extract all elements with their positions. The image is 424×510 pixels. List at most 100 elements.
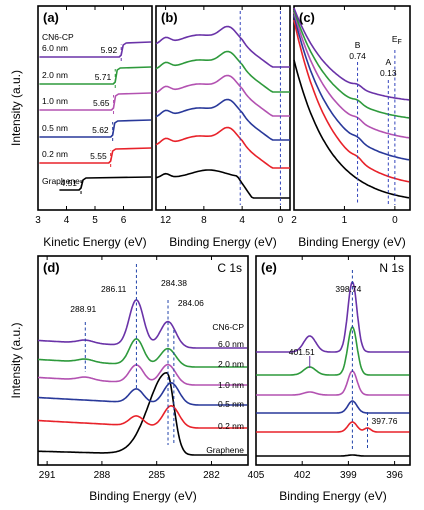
panel-e-tick-label: 399	[340, 470, 357, 481]
panel-e-xlabel: Binding Energy (eV)	[279, 489, 386, 503]
panel-c-series-3	[293, 11, 410, 139]
panel-a-tick-label: 6	[121, 215, 127, 226]
panel-d-tick-label: 288	[94, 470, 111, 481]
panel-e-peak-label: 398.74	[335, 284, 361, 294]
panel-a-tick-label: 5	[92, 215, 98, 226]
panel-d-series-3	[38, 363, 248, 386]
panel-b-letter: (b)	[161, 10, 178, 25]
panel-d-series-5	[38, 299, 248, 349]
panel-a-series-2.0-nm	[39, 66, 152, 85]
panel-c-marker-value: 0.74	[349, 51, 366, 61]
panel-d-peak-label: 284.38	[161, 278, 187, 288]
panel-a-cutoff-label: 5.92	[101, 45, 118, 55]
panel-c-series-1	[293, 19, 410, 183]
panel-a-cutoff-label: 5.62	[92, 125, 109, 135]
panel-frames	[37, 5, 411, 466]
panel-a-series-label: 2.0 nm	[42, 70, 68, 80]
panel-d-xlabel: Binding Energy (eV)	[89, 489, 196, 503]
panel-d-tick-label: 282	[203, 470, 220, 481]
panel-e-series-3	[255, 370, 410, 396]
panel-b-series-1	[155, 126, 290, 169]
panel-d-tick-label: 291	[39, 470, 56, 481]
panel-a-series-label: Graphene	[42, 176, 80, 186]
panel-b-series-5	[155, 25, 290, 68]
panel-a-tick-label: 3	[35, 215, 41, 226]
panel-c-series-4	[293, 9, 410, 119]
panel-b-tick-label: 4	[239, 215, 245, 226]
panel-a-series-6.0-nm	[39, 41, 152, 58]
panel-b-xlabel: Binding Energy (eV)	[169, 235, 276, 249]
panel-b-tick-label: 8	[201, 215, 207, 226]
panel-a-series-0.2-nm	[39, 147, 152, 164]
panel-d-series-label: 0.2 nm	[218, 421, 244, 431]
panel-a-cutoff-label: 5.65	[93, 98, 110, 108]
panel-d-series-1	[37, 405, 248, 429]
panel-d-letter: (d)	[43, 260, 60, 275]
panel-d-ylabel: Intensity (a.u.)	[9, 322, 23, 398]
panel-e-peak-label: 401.51	[289, 347, 315, 357]
panel-a-cutoff-label: 4.51	[60, 178, 77, 188]
panel-a-cutoff-label: 5.71	[95, 72, 112, 82]
panel-d-series-label: 0.5 nm	[218, 399, 244, 409]
panel-a-series-label: 0.5 nm	[42, 123, 68, 133]
panel-a-series-label: 0.2 nm	[42, 149, 68, 159]
panel-e-series-4	[255, 326, 410, 376]
panel-a-xlabel: Kinetic Energy (eV)	[43, 235, 146, 249]
panel-c-letter: (c)	[299, 10, 315, 25]
panel-c-series-0	[293, 59, 410, 199]
panel-b-tick-label: 12	[160, 215, 172, 226]
panel-d-legend-title: CN6-CP	[212, 322, 244, 332]
panel-c-xlabel: Binding Energy (eV)	[298, 235, 405, 249]
spectra-curves	[37, 7, 410, 457]
panel-e-tick-label: 402	[294, 470, 311, 481]
panel-c-marker-letter: B	[355, 40, 361, 50]
panel-e-series-0	[255, 454, 410, 457]
panel-d-peak-label: 288.91	[70, 304, 96, 314]
panel-e-series-1	[255, 421, 410, 433]
panel-c-tick-label: 2	[291, 215, 297, 226]
panel-d-series-label: 1.0 nm	[218, 380, 244, 390]
panel-d-series-4	[38, 338, 248, 368]
panel-c-ef-subscript: F	[398, 39, 402, 46]
panel-frame-c	[293, 5, 411, 211]
panel-b-tick-label: 0	[278, 215, 284, 226]
panel-d-series-label: Graphene	[206, 445, 244, 455]
panel-a-series-Graphene	[59, 176, 152, 191]
panel-e-core-level: N 1s	[379, 261, 404, 275]
panel-d-series-label: 6.0 nm	[218, 339, 244, 349]
panel-a-ylabel: Intensity (a.u.)	[9, 70, 23, 146]
panel-e-letter: (e)	[261, 260, 277, 275]
panel-d-peak-label: 284.06	[178, 298, 204, 308]
panel-d-tick-label: 285	[148, 470, 165, 481]
panel-frame-e	[255, 255, 411, 466]
panel-c-marker-letter: A	[385, 57, 391, 67]
panel-b-series-2	[155, 98, 290, 141]
panel-frame-d	[37, 255, 249, 466]
panel-d-series-label: 2.0 nm	[218, 359, 244, 369]
panel-a-series-0.5-nm	[39, 119, 152, 138]
panel-c-tick-label: 0	[392, 215, 398, 226]
panel-a-tick-label: 4	[64, 215, 70, 226]
panel-a-cutoff-label: 5.55	[90, 151, 107, 161]
panel-b-series-3	[155, 74, 290, 117]
panel-a-letter: (a)	[43, 10, 59, 25]
panel-d-series-0	[37, 372, 248, 456]
panel-d-series-2	[37, 382, 248, 406]
panel-c-marker-value: 0.13	[380, 68, 397, 78]
panel-c-series-5	[293, 7, 410, 101]
panel-d-peak-label: 286.11	[101, 284, 127, 294]
panel-e-peak-label: 397.76	[371, 416, 397, 426]
panel-b-series-0	[155, 169, 290, 199]
panel-frame-b	[155, 5, 291, 211]
panel-e-tick-label: 396	[386, 470, 403, 481]
panel-a-series-label: 1.0 nm	[42, 96, 68, 106]
panel-e-series-5	[255, 281, 410, 353]
panel-c-series-2	[293, 14, 410, 161]
panel-a-series-label: 6.0 nm	[42, 43, 68, 53]
panel-c-ef-label: EF	[392, 34, 402, 46]
panel-c-tick-label: 1	[342, 215, 348, 226]
panel-d-core-level: C 1s	[217, 261, 242, 275]
panel-a-legend-title: CN6-CP	[42, 32, 74, 42]
